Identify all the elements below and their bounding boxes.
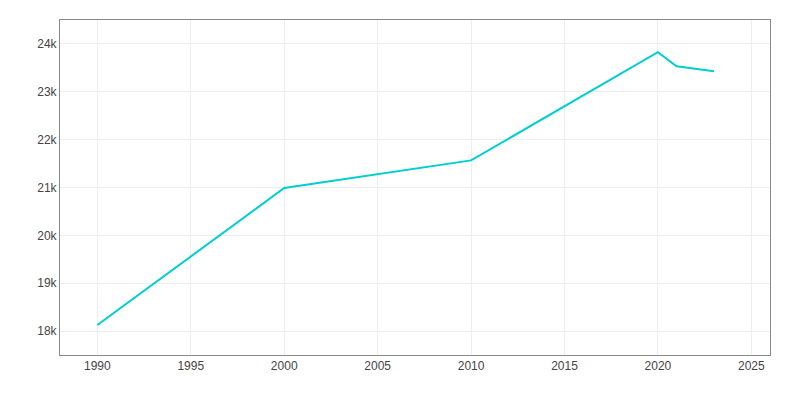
svg-text:2005: 2005 — [364, 359, 391, 373]
svg-text:1990: 1990 — [84, 359, 111, 373]
svg-text:2020: 2020 — [645, 359, 672, 373]
svg-text:2025: 2025 — [738, 359, 765, 373]
svg-text:21k: 21k — [37, 181, 57, 195]
svg-text:22k: 22k — [37, 133, 57, 147]
svg-text:20k: 20k — [37, 229, 57, 243]
svg-text:2000: 2000 — [271, 359, 298, 373]
svg-text:23k: 23k — [37, 85, 57, 99]
svg-text:2010: 2010 — [458, 359, 485, 373]
svg-text:24k: 24k — [37, 37, 57, 51]
svg-text:1995: 1995 — [177, 359, 204, 373]
svg-text:18k: 18k — [37, 324, 57, 338]
svg-text:19k: 19k — [37, 276, 57, 290]
svg-text:2015: 2015 — [551, 359, 578, 373]
